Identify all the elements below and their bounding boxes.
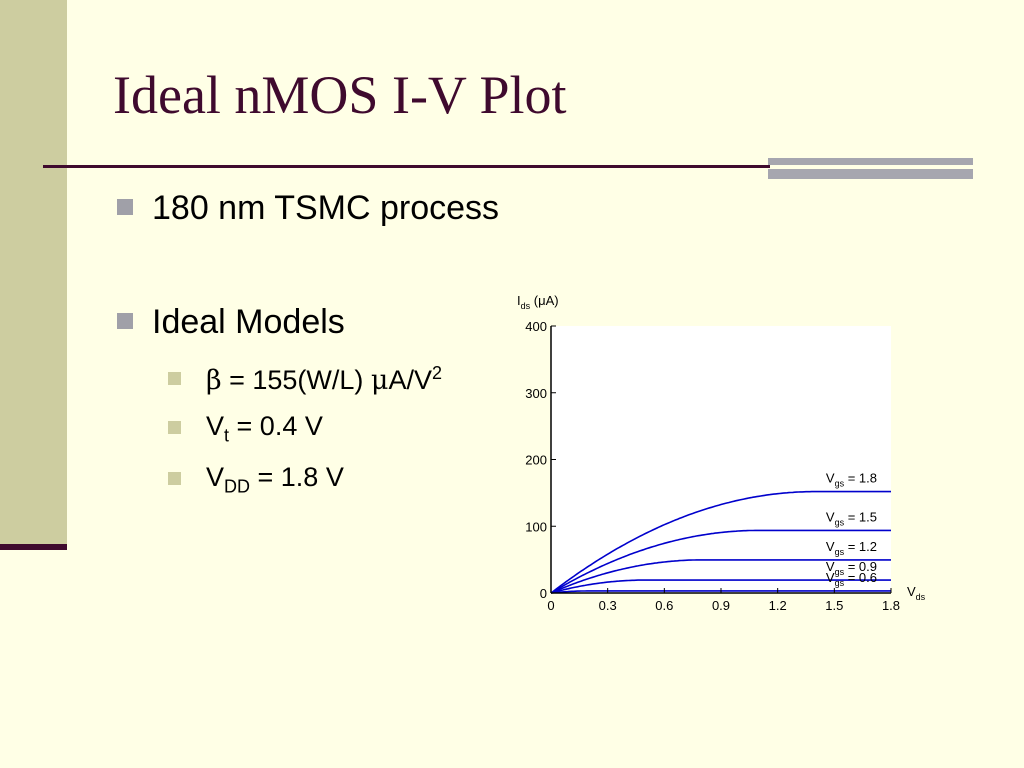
series-label-value: = 0.6 bbox=[844, 570, 877, 585]
series-label-value: = 1.8 bbox=[844, 471, 877, 486]
vt-value: = 0.4 V bbox=[229, 411, 323, 441]
square-sub-bullet-icon bbox=[168, 472, 181, 485]
plot-area bbox=[551, 326, 891, 593]
mu-symbol: μ bbox=[370, 365, 389, 396]
left-accent-bar bbox=[0, 0, 67, 547]
series-label-1: Vgs = 0.9 bbox=[826, 559, 877, 577]
series-label-2: Vgs = 1.2 bbox=[826, 539, 877, 557]
bullet-ideal-models: Ideal Models bbox=[152, 303, 345, 341]
series-label-4: Vgs = 1.8 bbox=[826, 471, 877, 489]
series-label-value: = 1.2 bbox=[844, 539, 877, 554]
curve-vgs-1-5 bbox=[550, 529, 891, 594]
series-label-sub: gs bbox=[835, 567, 845, 577]
x-tick-label-6: 1.8 bbox=[882, 598, 900, 613]
y-axis-label-unit: (μA) bbox=[530, 293, 558, 308]
series-label-sub: gs bbox=[835, 578, 845, 588]
x-axis-label-base: V bbox=[907, 584, 916, 599]
beta-expression: = 155(W/L) bbox=[221, 365, 371, 395]
series-label-value: = 0.9 bbox=[844, 559, 877, 574]
y-tick-label-0: 0 bbox=[540, 586, 547, 601]
series-label-3: Vgs = 1.5 bbox=[826, 509, 877, 527]
vdd-subscript: DD bbox=[224, 476, 251, 497]
x-tick-label-5: 1.5 bbox=[825, 598, 843, 613]
vt-subscript: t bbox=[224, 425, 230, 446]
tick-labels-group: 0 0.3 0.6 0.9 1.2 1.5 1.8 0 100 200 300 400 bbox=[525, 319, 900, 613]
sub-bullet-vdd: VDD = 1.8 V bbox=[206, 462, 344, 497]
beta-symbol: β bbox=[206, 365, 222, 396]
title-divider-accent bbox=[768, 158, 973, 165]
vdd-value: = 1.8 V bbox=[250, 462, 344, 492]
series-label-sub: gs bbox=[835, 517, 845, 527]
series-label-value: = 1.5 bbox=[844, 509, 877, 524]
y-axis-label-sub: ds bbox=[521, 301, 531, 311]
y-tick-label-3: 300 bbox=[525, 386, 547, 401]
sub-bullet-vt: Vt = 0.4 V bbox=[206, 411, 323, 446]
x-axis-label-sub: ds bbox=[916, 592, 926, 602]
beta-unit: A/V bbox=[388, 365, 433, 395]
y-axis-label: Ids (μA) bbox=[517, 293, 559, 311]
series-label-base: V bbox=[826, 471, 835, 486]
sub-bullet-beta: β = 155(W/L) μA/V2 bbox=[206, 364, 442, 394]
curve-vgs-0-9 bbox=[550, 579, 891, 594]
title-divider-accent bbox=[768, 169, 973, 179]
x-tick-label-2: 0.6 bbox=[655, 598, 673, 613]
y-tick-label-4: 400 bbox=[525, 319, 547, 334]
vt-base: V bbox=[206, 411, 225, 441]
left-accent-rule bbox=[0, 544, 67, 550]
series-label-base: V bbox=[826, 509, 835, 524]
series-label-0: Vgs = 0.6 bbox=[826, 570, 877, 588]
beta-unit-exponent: 2 bbox=[432, 363, 443, 383]
series-label-sub: gs bbox=[835, 479, 845, 489]
x-axis-label: Vds bbox=[907, 584, 926, 602]
series-label-base: V bbox=[826, 570, 835, 585]
series-label-base: V bbox=[826, 559, 835, 574]
bullet-process: 180 nm TSMC process bbox=[152, 189, 500, 227]
y-tick-label-1: 100 bbox=[525, 519, 547, 534]
vdd-base: V bbox=[206, 462, 225, 492]
series-label-sub: gs bbox=[835, 547, 845, 557]
x-tick-label-4: 1.2 bbox=[769, 598, 787, 613]
y-tick-label-2: 200 bbox=[525, 453, 547, 468]
slide-title: Ideal nMOS I-V Plot bbox=[113, 65, 567, 125]
x-tick-label-3: 0.9 bbox=[712, 598, 730, 613]
series-label-base: V bbox=[826, 539, 835, 554]
square-sub-bullet-icon bbox=[168, 421, 181, 434]
title-divider bbox=[43, 165, 770, 168]
square-bullet-icon bbox=[117, 199, 133, 215]
y-axis-label-base: I bbox=[517, 293, 521, 308]
iv-chart: 0 0.3 0.6 0.9 1.2 1.5 1.8 0 100 200 300 400 Vgs = 0… bbox=[517, 293, 926, 613]
square-sub-bullet-icon bbox=[168, 372, 181, 385]
curve-vgs-1-8 bbox=[550, 490, 891, 594]
x-tick-label-1: 0.3 bbox=[599, 598, 617, 613]
axes-group bbox=[550, 325, 892, 594]
x-tick-label-0: 0 bbox=[547, 598, 554, 613]
curve-vgs-1-2 bbox=[550, 559, 891, 594]
square-bullet-icon bbox=[117, 313, 133, 329]
